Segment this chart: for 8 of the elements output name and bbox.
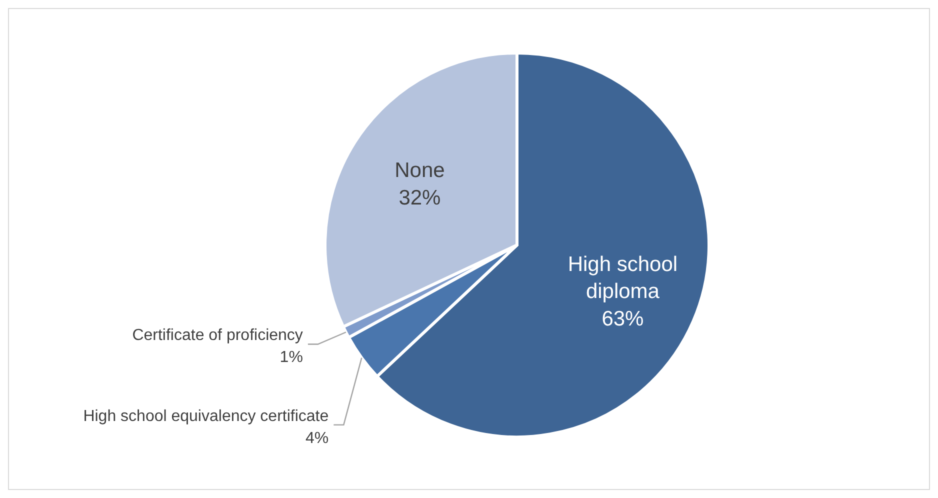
slice-label: High school equivalency certificate [83,408,329,425]
slice-label: Certificate of proficiency [132,327,303,344]
slice-label: High school diploma [568,252,678,304]
slice-label: None [394,158,445,182]
data-label: 1% [280,349,303,366]
data-label: 32% [398,186,441,210]
data-label: 4% [306,430,329,447]
data-label: 63% [602,307,644,330]
